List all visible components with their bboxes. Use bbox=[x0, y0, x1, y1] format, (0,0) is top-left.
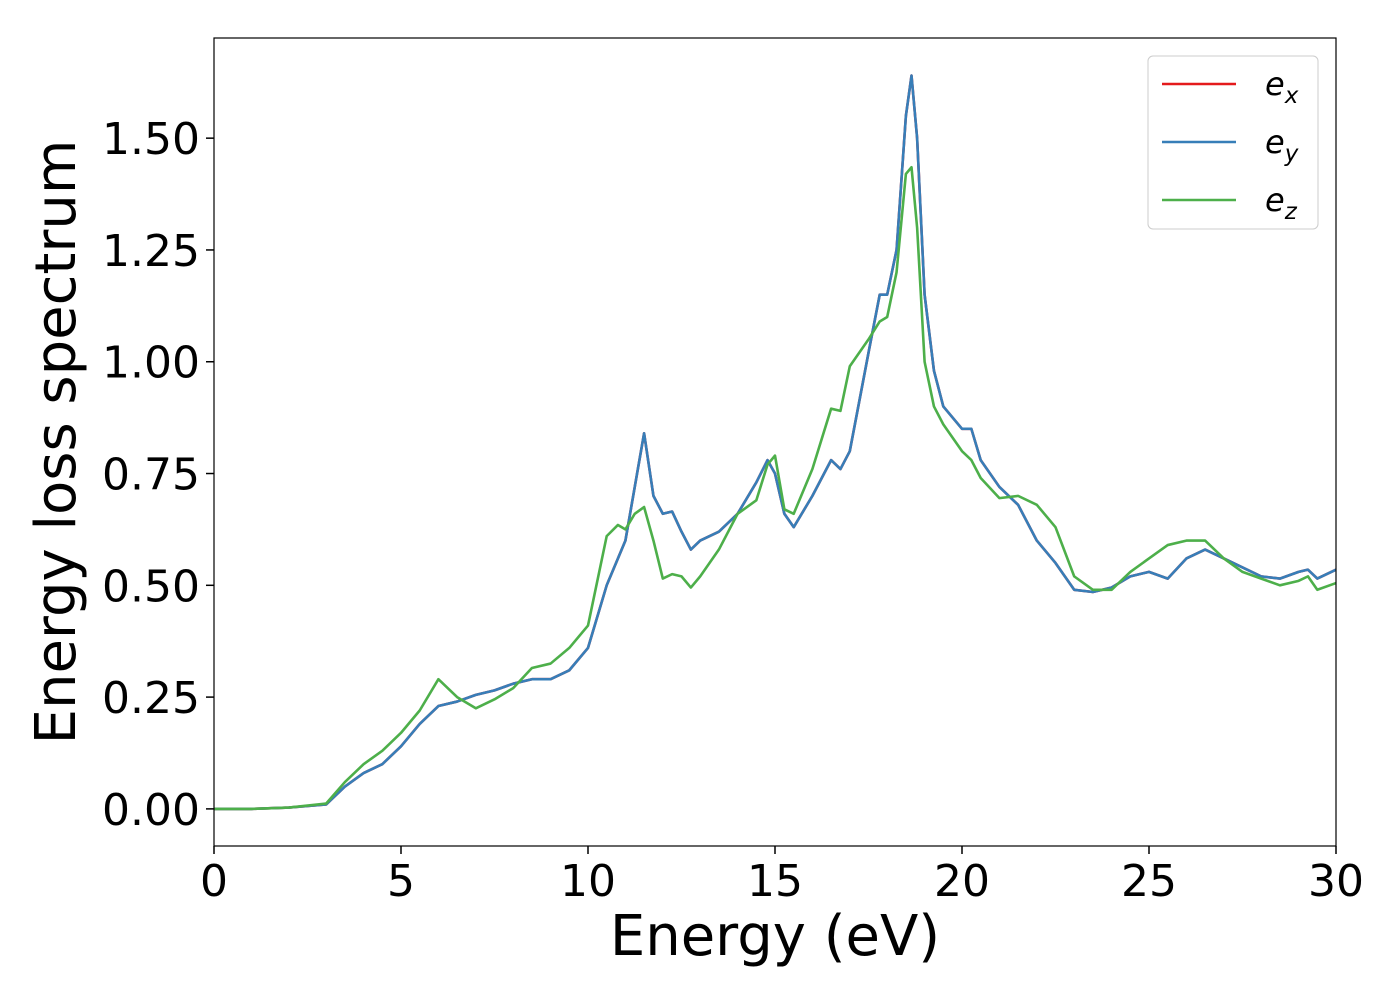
legend-label: ey bbox=[1265, 123, 1299, 167]
y-tick-label: 1.00 bbox=[102, 338, 200, 389]
x-tick-label: 10 bbox=[560, 856, 616, 907]
series-line bbox=[214, 165, 1337, 811]
y-axis-label: Energy loss spectrum bbox=[24, 140, 89, 745]
y-tick-label: 1.50 bbox=[102, 114, 200, 165]
x-tick-label: 0 bbox=[200, 856, 228, 907]
y-tick-label: 1.25 bbox=[102, 226, 200, 277]
x-tick-label: 15 bbox=[747, 856, 803, 907]
x-tick-label: 25 bbox=[1121, 856, 1177, 907]
x-axis-label: Energy (eV) bbox=[610, 904, 940, 969]
legend-label: ez bbox=[1265, 181, 1298, 225]
y-tick-label: 0.25 bbox=[102, 673, 200, 724]
legend-label: ex bbox=[1265, 65, 1299, 109]
y-tick-label: 0.50 bbox=[102, 561, 200, 612]
x-tick-label: 5 bbox=[387, 856, 415, 907]
x-tick-label: 20 bbox=[934, 856, 990, 907]
plot-frame bbox=[213, 37, 1337, 847]
y-tick-label: 0.00 bbox=[102, 785, 200, 836]
y-tick-label: 0.75 bbox=[102, 450, 200, 501]
x-tick-label: 30 bbox=[1308, 856, 1364, 907]
series-line bbox=[214, 74, 1337, 811]
